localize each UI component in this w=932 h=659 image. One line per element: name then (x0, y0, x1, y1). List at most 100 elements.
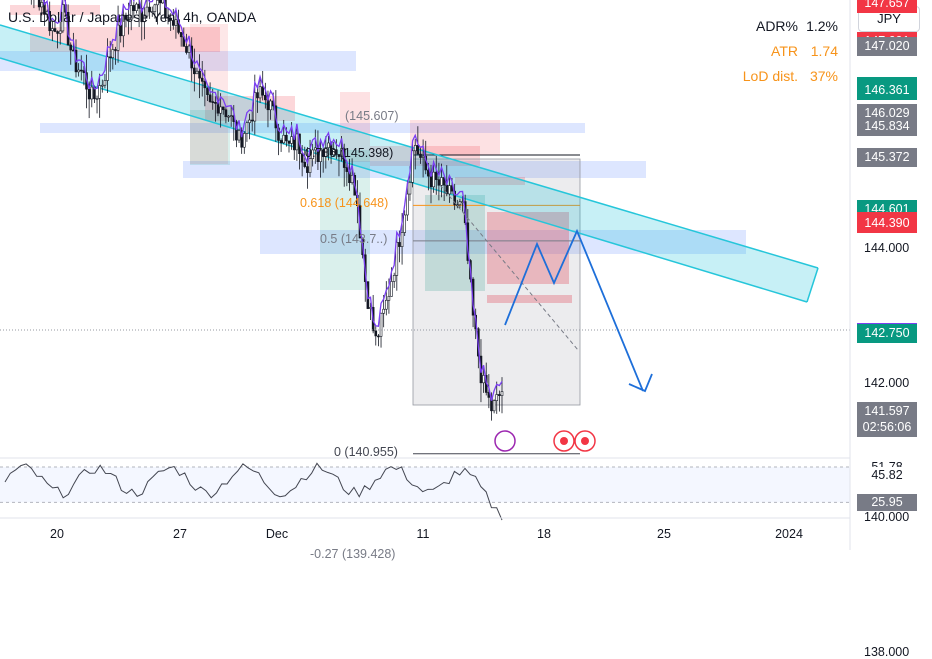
candle-body (440, 177, 443, 186)
candle-body (100, 84, 104, 87)
price-tag: 146.361 (857, 81, 917, 101)
candle-body (124, 14, 128, 20)
channel-end (806, 267, 819, 303)
candle-body (321, 149, 325, 157)
time-axis-label: 20 (50, 527, 64, 541)
candle-body (306, 166, 309, 173)
moving-average-line (42, 0, 503, 401)
candle-body (248, 119, 251, 124)
price-tag: 145.834 (857, 116, 917, 136)
zone-box (487, 295, 572, 303)
candle-body (156, 0, 159, 6)
time-axis-label: 27 (173, 527, 187, 541)
candle-body (200, 77, 204, 82)
rsi-band (0, 467, 850, 503)
stat-value: 1.74 (810, 43, 838, 59)
candle-body (98, 85, 101, 99)
candle-body (303, 161, 307, 167)
fib-box (412, 158, 581, 406)
rsi-line (4, 462, 503, 521)
candle-body (179, 32, 183, 38)
zone-box (410, 120, 500, 155)
candle-body (427, 169, 430, 177)
candle-body (300, 153, 304, 163)
candle-body (319, 149, 322, 162)
candle-body (264, 94, 267, 101)
channel-bottom (0, 57, 808, 303)
candle-body (166, 16, 170, 19)
time-axis-label: 25 (657, 527, 671, 541)
zones-layer (0, 5, 746, 455)
candle-body (377, 335, 380, 338)
trend-channel (0, 24, 819, 303)
event-icon (494, 430, 516, 452)
candle-body (382, 308, 385, 314)
zone-box (455, 177, 525, 185)
stat-key: ATR (771, 43, 798, 59)
candle-body (193, 67, 196, 75)
candle-body (258, 86, 262, 99)
candle-body (308, 158, 312, 173)
candle-body (282, 134, 286, 144)
candle-body (398, 242, 401, 247)
candle-body (458, 201, 462, 206)
candle-body (295, 133, 299, 151)
candle-body (106, 56, 109, 81)
price-tag: 144.390 (857, 213, 917, 233)
candle-body (40, 2, 44, 8)
candle-body (171, 20, 175, 26)
candle-body (77, 69, 80, 73)
candle-body (235, 121, 238, 141)
candle-body (437, 179, 441, 186)
candle-body (127, 19, 130, 21)
candle-body (208, 94, 212, 102)
candle-body (416, 145, 420, 155)
candle-body (379, 312, 383, 337)
candle-body (169, 17, 172, 21)
candle-body (185, 46, 188, 53)
candle-body (482, 375, 485, 384)
candle-body (455, 204, 459, 207)
candle-body (219, 106, 222, 114)
candle-body (95, 98, 99, 100)
candle-body (492, 400, 496, 412)
candle-body (111, 49, 115, 58)
candle-body (392, 275, 396, 282)
price-tag: 147.020 (857, 36, 917, 56)
candle-body (429, 175, 433, 188)
candle-body (61, 4, 65, 32)
candle-body (122, 14, 125, 37)
candle-body (290, 136, 293, 144)
candle-body (442, 177, 446, 186)
candle-body (237, 130, 241, 141)
candle-body (324, 147, 328, 157)
time-axis-label: 2024 (775, 527, 803, 541)
candle-body (408, 182, 412, 195)
candle-body (434, 171, 438, 180)
candle-body (332, 149, 336, 156)
candle-body (206, 87, 209, 96)
event-icon-dot (560, 437, 568, 445)
candle-body (419, 153, 422, 158)
time-axis-label: Dec (265, 527, 289, 541)
price-tag: 142.750 (857, 324, 917, 344)
candle-body (103, 80, 107, 86)
zone-box (425, 195, 485, 291)
candle-body (269, 100, 272, 111)
candle-body (242, 133, 246, 148)
fib-label: 0.5 (143.7..) (320, 231, 388, 246)
candle-body (214, 102, 217, 104)
candle-body (313, 147, 317, 151)
fib-trend-line (439, 184, 579, 351)
overlay-layer (0, 184, 850, 452)
stat-row: LoD dist. 37% (728, 64, 838, 89)
candle-body (337, 154, 341, 157)
candle-body (87, 88, 91, 100)
price-tag: 147.657 (857, 0, 917, 14)
fib-label: 0 (140.955) (334, 444, 398, 459)
candle-body (403, 214, 407, 233)
candle-body (256, 92, 259, 99)
candle-body (413, 145, 417, 152)
price-chart[interactable] (0, 0, 932, 550)
candle-body (211, 101, 215, 103)
